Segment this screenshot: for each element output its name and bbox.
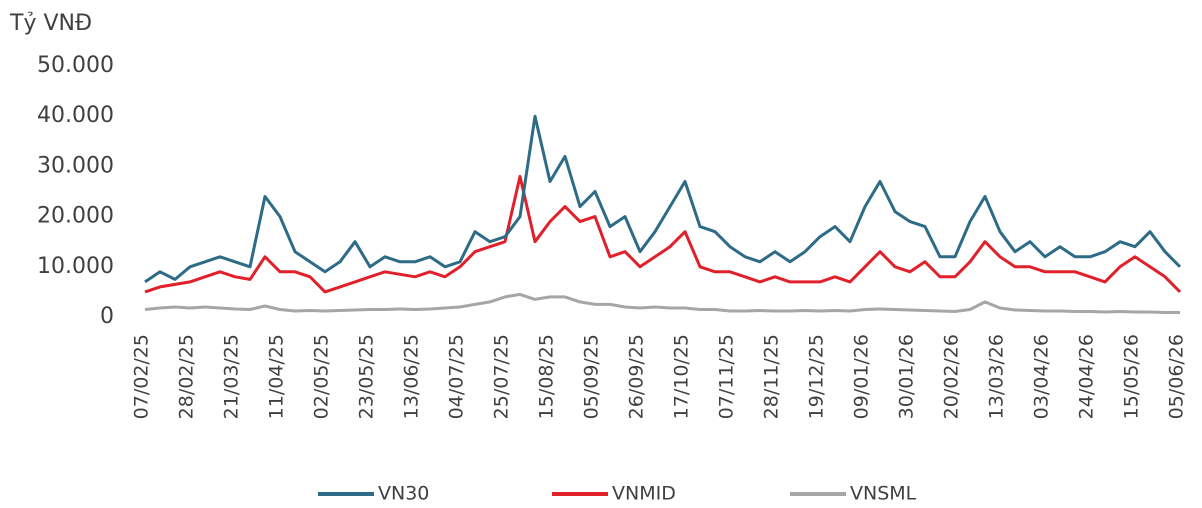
x-tick-label: 13/03/26 [986, 334, 1008, 419]
series-line [144, 292, 1180, 314]
x-tick-label: 11/04/25 [266, 334, 288, 419]
x-tick-label: 15/05/26 [1121, 334, 1143, 419]
y-tick-label: 50.000 [37, 53, 114, 78]
x-tick-label: 13/06/25 [401, 334, 423, 419]
series-line [144, 174, 1182, 294]
x-tick-label: 15/08/25 [536, 334, 558, 419]
x-tick-label: 03/04/26 [1031, 334, 1053, 419]
x-tick-label: 05/06/26 [1166, 334, 1188, 419]
y-tick-label: 0 [100, 304, 114, 329]
y-tick-label: 40.000 [37, 103, 114, 128]
x-tick-label: 26/09/25 [626, 334, 648, 419]
x-tick-label: 28/11/25 [761, 334, 783, 419]
x-tick-label: 07/11/25 [716, 334, 738, 419]
x-tick-label: 23/05/25 [356, 334, 378, 419]
y-axis-label: Tỷ VNĐ [9, 11, 92, 36]
x-tick-label: 24/04/26 [1076, 334, 1098, 419]
x-tick-label: 21/03/25 [221, 334, 243, 419]
x-tick-label: 02/05/25 [311, 334, 333, 419]
y-tick-label: 30.000 [37, 153, 114, 178]
series-line [144, 114, 1182, 284]
x-tick-label: 09/01/26 [851, 334, 873, 419]
x-tick-label: 05/09/25 [581, 334, 603, 419]
x-tick-label: 04/07/25 [446, 334, 468, 419]
x-tick-label: 20/02/26 [941, 334, 963, 419]
legend-label: VNSML [850, 483, 917, 505]
y-tick-label: 10.000 [37, 254, 114, 279]
legend-label: VNMID [612, 483, 676, 505]
x-tick-label: 17/10/25 [671, 334, 693, 419]
x-tick-label: 30/01/26 [896, 334, 918, 419]
x-tick-label: 07/02/25 [131, 334, 153, 419]
legend-label: VN30 [378, 483, 429, 505]
x-tick-label: 19/12/25 [806, 334, 828, 419]
x-tick-label: 25/07/25 [491, 334, 513, 419]
y-tick-label: 20.000 [37, 204, 114, 229]
x-tick-label: 28/02/25 [176, 334, 198, 419]
